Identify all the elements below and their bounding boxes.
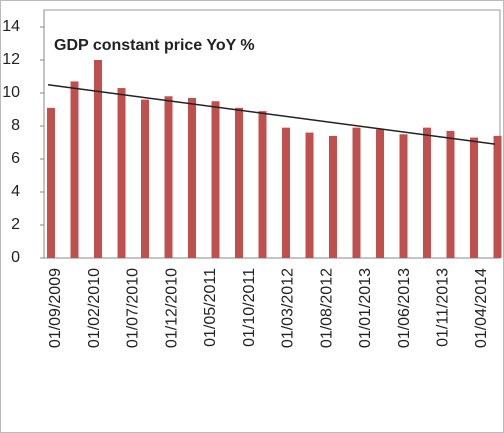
y-tick-label: 0 (11, 249, 20, 266)
bar (423, 127, 431, 259)
bar (94, 60, 102, 258)
chart-title: GDP constant price YoY % (54, 37, 255, 54)
bar (470, 137, 478, 258)
bar (211, 101, 220, 258)
x-tick-label: 01/08/2012 (318, 268, 335, 348)
bar (141, 99, 149, 258)
x-tick-label: 01/01/2013 (357, 268, 374, 348)
x-tick-label: 01/10/2011 (241, 268, 258, 347)
y-tick-label: 6 (11, 150, 20, 167)
x-tick-label: 01/05/2011 (202, 268, 219, 347)
x-tick-label: 01/09/2009 (47, 268, 64, 348)
x-tick-label: 01/12/2010 (163, 268, 180, 348)
bar (164, 96, 173, 258)
bar (258, 111, 267, 259)
y-tick-label: 10 (2, 84, 20, 101)
bar (446, 130, 455, 258)
bar (47, 107, 55, 258)
x-tick-label: 01/04/2014 (473, 268, 490, 348)
y-tick-label: 2 (11, 216, 20, 233)
bar (235, 107, 243, 258)
trend-line (47, 84, 496, 145)
y-tick-label: 14 (2, 18, 20, 35)
bar (329, 135, 337, 258)
y-tick-label: 8 (11, 117, 20, 134)
y-tick-label: 4 (11, 183, 20, 200)
bar (399, 134, 408, 258)
bar (282, 127, 290, 259)
x-tick-label: 01/11/2013 (434, 268, 451, 347)
bar (376, 129, 384, 258)
bar (117, 88, 126, 258)
x-tick-label: 01/07/2010 (125, 268, 142, 348)
x-tick-label: 01/03/2012 (280, 268, 297, 348)
y-tick-label: 12 (2, 51, 20, 68)
bar (493, 135, 502, 258)
bar (305, 132, 314, 258)
x-tick-label: 01/02/2010 (86, 268, 103, 348)
x-tick-label: 01/06/2013 (396, 268, 413, 348)
bar (188, 97, 196, 258)
bar (70, 81, 79, 258)
bar (352, 127, 361, 259)
